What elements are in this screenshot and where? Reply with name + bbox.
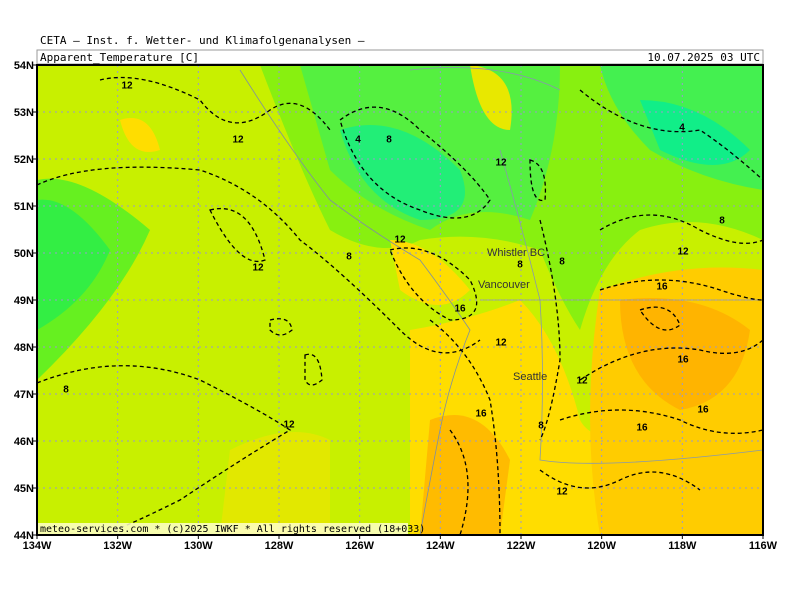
contour-label: 8 — [63, 385, 69, 396]
lon-label: 130W — [184, 540, 213, 552]
contour-label: 8 — [517, 260, 523, 271]
lat-label: 46N — [14, 436, 34, 448]
contour-label: 12 — [232, 135, 244, 146]
place-label: Vancouver — [478, 279, 530, 291]
lat-label: 53N — [14, 107, 34, 119]
lon-label: 126W — [345, 540, 374, 552]
contour-label: 8 — [719, 216, 725, 227]
contour-label: 12 — [252, 263, 264, 274]
title: CETA — Inst. f. Wetter- und Klimafolgena… — [40, 34, 365, 47]
contour-label: 12 — [121, 81, 133, 92]
lat-label: 54N — [14, 60, 34, 72]
lat-label: 49N — [14, 295, 34, 307]
contour-label: 16 — [697, 405, 709, 416]
contour-label: 16 — [454, 304, 466, 315]
lon-label: 120W — [587, 540, 616, 552]
lat-label: 45N — [14, 483, 34, 495]
contour-label: 12 — [677, 247, 689, 258]
valid-time: 10.07.2025 03 UTC — [647, 51, 760, 64]
lat-label: 50N — [14, 248, 34, 260]
contour-label: 8 — [559, 257, 565, 268]
lat-label: 52N — [14, 154, 34, 166]
contour-label: 4 — [679, 123, 685, 134]
lat-label: 47N — [14, 389, 34, 401]
contour-label: 8 — [346, 252, 352, 263]
contour-label: 8 — [538, 421, 544, 432]
lon-label: 116W — [749, 540, 778, 552]
lat-label: 44N — [14, 530, 34, 542]
contour-label: 12 — [576, 376, 588, 387]
footer-bar — [38, 523, 408, 534]
contour-label: 12 — [495, 338, 507, 349]
contour-label: 12 — [394, 235, 406, 246]
contour-label: 12 — [283, 420, 295, 431]
lon-label: 124W — [426, 540, 455, 552]
lon-label: 118W — [668, 540, 697, 552]
contour-label: 8 — [386, 135, 392, 146]
contour-label: 16 — [475, 409, 487, 420]
contour-label: 12 — [556, 487, 568, 498]
contour-label: 16 — [636, 423, 648, 434]
lat-label: 48N — [14, 342, 34, 354]
map-field — [37, 65, 763, 535]
contour-label: 12 — [495, 158, 507, 169]
parameter: Apparent_Temperature [C] — [40, 51, 199, 64]
contour-label: 4 — [355, 135, 361, 146]
lon-label: 132W — [103, 540, 132, 552]
lon-label: 128W — [265, 540, 294, 552]
place-label: Seattle — [513, 371, 547, 383]
contour-label: 16 — [677, 355, 689, 366]
contour-label: 16 — [656, 282, 668, 293]
lon-label: 122W — [507, 540, 536, 552]
lat-label: 51N — [14, 201, 34, 213]
place-label: Whistler BC — [487, 247, 545, 259]
footer: meteo-services.com * (c)2025 IWKF * All … — [40, 524, 425, 535]
lon-label: 134W — [23, 540, 52, 552]
